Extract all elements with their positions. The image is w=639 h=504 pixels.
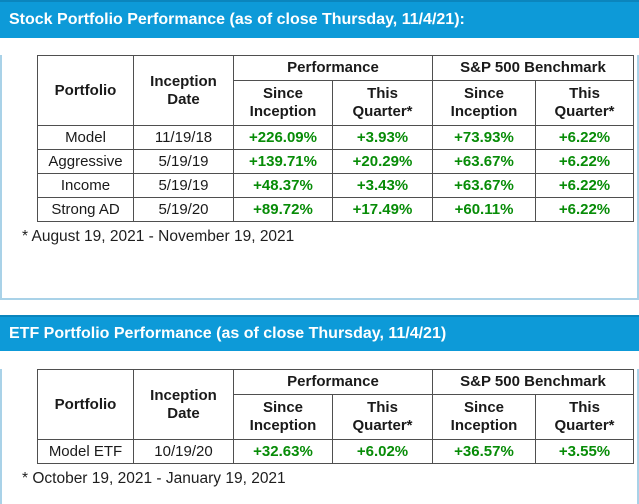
performance-value-cell: +63.67% bbox=[432, 173, 536, 198]
etf-performance-table: Portfolio Inception Date Performance S&P… bbox=[37, 369, 634, 464]
stock-portfolio-section: Stock Portfolio Performance (as of close… bbox=[0, 0, 639, 300]
table-row: Aggressive 5/19/19 +139.71% +20.29% +63.67% +… bbox=[37, 149, 634, 174]
performance-value-cell: +17.49% bbox=[332, 197, 433, 222]
performance-value-cell: +3.55% bbox=[535, 439, 634, 464]
etf-table-body: Model ETF 10/19/20 +32.63% +6.02% +36.57% +3.… bbox=[37, 439, 634, 464]
table-group-header-row: Portfolio Inception Date Performance S&P… bbox=[37, 55, 634, 126]
performance-value-cell: +3.93% bbox=[332, 125, 433, 150]
col-header-sp-since-inception: Since Inception bbox=[432, 80, 536, 126]
portfolio-cell: Model bbox=[37, 125, 134, 150]
col-header-since-inception: Since Inception bbox=[233, 80, 333, 126]
table-row: Model 11/19/18 +226.09% +3.93% +73.93% +6.22% bbox=[37, 125, 634, 150]
inception-date-cell: 5/19/19 bbox=[133, 149, 234, 174]
portfolio-cell: Model ETF bbox=[37, 439, 134, 464]
inception-date-cell: 5/19/20 bbox=[133, 197, 234, 222]
col-group-performance: Performance bbox=[233, 55, 433, 81]
col-header-sp-this-quarter: This Quarter* bbox=[535, 394, 634, 440]
performance-value-cell: +3.43% bbox=[332, 173, 433, 198]
inception-date-cell: 10/19/20 bbox=[133, 439, 234, 464]
col-group-sp500-benchmark: S&P 500 Benchmark bbox=[432, 369, 634, 395]
performance-value-cell: +32.63% bbox=[233, 439, 333, 464]
stock-footnote: * August 19, 2021 - November 19, 2021 bbox=[22, 228, 295, 245]
col-header-this-quarter: This Quarter* bbox=[332, 394, 433, 440]
performance-value-cell: +6.22% bbox=[535, 173, 634, 198]
col-header-inception-date: Inception Date bbox=[133, 369, 234, 440]
etf-table-head: Portfolio Inception Date Performance S&P… bbox=[37, 369, 634, 440]
col-header-inception-date: Inception Date bbox=[133, 55, 234, 126]
performance-value-cell: +63.67% bbox=[432, 149, 536, 174]
etf-section-header-bar: ETF Portfolio Performance (as of close T… bbox=[0, 315, 639, 351]
col-group-performance: Performance bbox=[233, 369, 433, 395]
inception-date-cell: 5/19/19 bbox=[133, 173, 234, 198]
col-header-this-quarter: This Quarter* bbox=[332, 80, 433, 126]
table-row: Strong AD 5/19/20 +89.72% +17.49% +60.11% +6.… bbox=[37, 197, 634, 222]
col-header-portfolio: Portfolio bbox=[37, 369, 134, 440]
inception-date-cell: 11/19/18 bbox=[133, 125, 234, 150]
performance-value-cell: +73.93% bbox=[432, 125, 536, 150]
portfolio-cell: Aggressive bbox=[37, 149, 134, 174]
etf-portfolio-section: ETF Portfolio Performance (as of close T… bbox=[0, 315, 639, 504]
etf-section-title: ETF Portfolio Performance (as of close T… bbox=[9, 325, 447, 342]
stock-table-body: Model 11/19/18 +226.09% +3.93% +73.93% +6.22%… bbox=[37, 125, 634, 222]
performance-value-cell: +60.11% bbox=[432, 197, 536, 222]
table-row: Model ETF 10/19/20 +32.63% +6.02% +36.57% +3.… bbox=[37, 439, 634, 464]
col-group-sp500-benchmark: S&P 500 Benchmark bbox=[432, 55, 634, 81]
table-row: Income 5/19/19 +48.37% +3.43% +63.67% +6.22% bbox=[37, 173, 634, 198]
stock-section-title: Stock Portfolio Performance (as of close… bbox=[9, 11, 465, 28]
performance-value-cell: +139.71% bbox=[233, 149, 333, 174]
performance-value-cell: +6.22% bbox=[535, 149, 634, 174]
col-header-sp-this-quarter: This Quarter* bbox=[535, 80, 634, 126]
performance-value-cell: +6.22% bbox=[535, 197, 634, 222]
col-header-since-inception: Since Inception bbox=[233, 394, 333, 440]
performance-value-cell: +20.29% bbox=[332, 149, 433, 174]
stock-section-header-bar: Stock Portfolio Performance (as of close… bbox=[0, 0, 639, 38]
stock-table-head: Portfolio Inception Date Performance S&P… bbox=[37, 55, 634, 126]
performance-value-cell: +36.57% bbox=[432, 439, 536, 464]
table-group-header-row: Portfolio Inception Date Performance S&P… bbox=[37, 369, 634, 440]
performance-value-cell: +48.37% bbox=[233, 173, 333, 198]
table-sub-header-row: Since Inception This Quarter* Since Ince… bbox=[38, 80, 634, 126]
performance-value-cell: +6.22% bbox=[535, 125, 634, 150]
etf-section-panel: Portfolio Inception Date Performance S&P… bbox=[0, 369, 639, 504]
etf-footnote: * October 19, 2021 - January 19, 2021 bbox=[22, 470, 286, 487]
stock-performance-table: Portfolio Inception Date Performance S&P… bbox=[37, 55, 634, 222]
performance-value-cell: +6.02% bbox=[332, 439, 433, 464]
portfolio-cell: Strong AD bbox=[37, 197, 134, 222]
performance-value-cell: +89.72% bbox=[233, 197, 333, 222]
stock-section-panel: Portfolio Inception Date Performance S&P… bbox=[0, 55, 639, 300]
col-header-portfolio: Portfolio bbox=[37, 55, 134, 126]
col-header-sp-since-inception: Since Inception bbox=[432, 394, 536, 440]
performance-value-cell: +226.09% bbox=[233, 125, 333, 150]
portfolio-cell: Income bbox=[37, 173, 134, 198]
